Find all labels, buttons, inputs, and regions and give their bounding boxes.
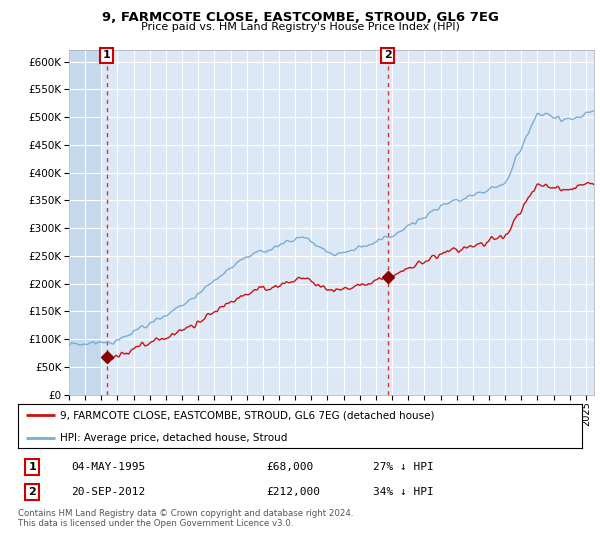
Text: 9, FARMCOTE CLOSE, EASTCOMBE, STROUD, GL6 7EG (detached house): 9, FARMCOTE CLOSE, EASTCOMBE, STROUD, GL… — [60, 410, 435, 420]
Text: 2: 2 — [383, 50, 391, 60]
Text: 2: 2 — [28, 487, 36, 497]
Text: 9, FARMCOTE CLOSE, EASTCOMBE, STROUD, GL6 7EG: 9, FARMCOTE CLOSE, EASTCOMBE, STROUD, GL… — [101, 11, 499, 24]
Text: £68,000: £68,000 — [266, 462, 313, 472]
Text: Contains HM Land Registry data © Crown copyright and database right 2024.
This d: Contains HM Land Registry data © Crown c… — [18, 509, 353, 528]
Text: Price paid vs. HM Land Registry's House Price Index (HPI): Price paid vs. HM Land Registry's House … — [140, 22, 460, 32]
Text: 1: 1 — [103, 50, 110, 60]
Text: 34% ↓ HPI: 34% ↓ HPI — [373, 487, 434, 497]
Text: £212,000: £212,000 — [266, 487, 320, 497]
Bar — [69, 50, 101, 395]
Text: HPI: Average price, detached house, Stroud: HPI: Average price, detached house, Stro… — [60, 433, 287, 444]
Text: 27% ↓ HPI: 27% ↓ HPI — [373, 462, 434, 472]
Text: 04-MAY-1995: 04-MAY-1995 — [71, 462, 146, 472]
Text: 20-SEP-2012: 20-SEP-2012 — [71, 487, 146, 497]
Text: 1: 1 — [28, 462, 36, 472]
